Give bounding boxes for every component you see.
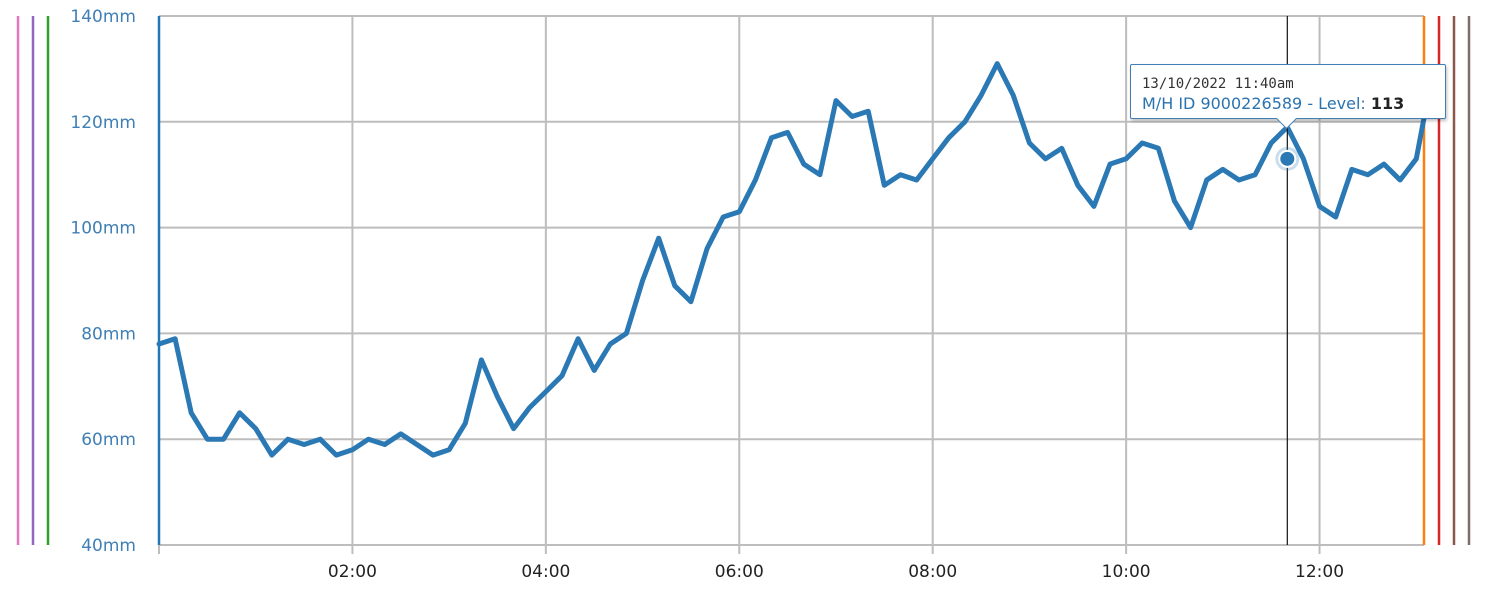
tooltip-date: 13/10/2022 11:40am xyxy=(1142,76,1294,92)
x-tick-label: 04:00 xyxy=(521,562,570,582)
y-tick-label: 100mm xyxy=(70,219,136,239)
x-tick-label: 02:00 xyxy=(328,562,377,582)
series-line xyxy=(156,61,1427,458)
y-tick-label: 40mm xyxy=(81,536,136,556)
hover-point xyxy=(1278,149,1297,168)
tooltip-value: 113 xyxy=(1370,94,1405,113)
x-tick-label: 06:00 xyxy=(715,562,764,582)
y-tick-label: 60mm xyxy=(81,430,136,450)
x-tick-label: 10:00 xyxy=(1102,562,1151,582)
range-markers xyxy=(16,16,1471,545)
y-tick-label: 120mm xyxy=(70,113,136,133)
x-axis: 02:00 04:00 06:00 08:00 10:00 12:00 xyxy=(158,545,1344,582)
x-tick-label: 12:00 xyxy=(1295,562,1344,582)
series-layer xyxy=(156,61,1427,458)
y-tick-label: 80mm xyxy=(81,324,136,344)
y-tick-label: 140mm xyxy=(70,7,136,27)
tooltip-series-row: M/H ID 9000226589 - Level: 113 xyxy=(1142,94,1405,113)
x-tick-label: 08:00 xyxy=(908,562,957,582)
tooltip-series-label: M/H ID 9000226589 - Level xyxy=(1142,94,1361,113)
y-axis: 40mm 60mm 80mm 100mm 120mm 140mm xyxy=(70,7,136,556)
